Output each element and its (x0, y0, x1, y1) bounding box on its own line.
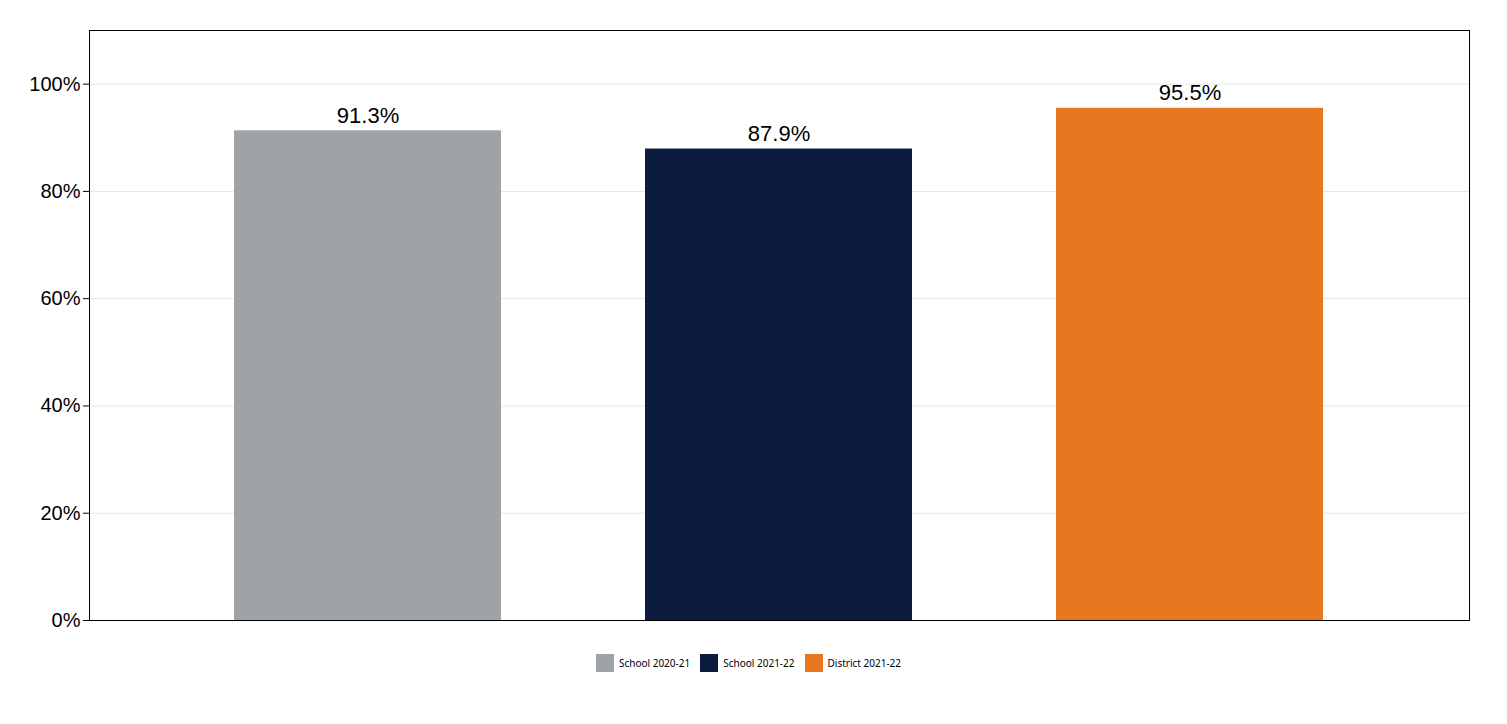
html-text:School 2021-22: School 2021-22 (723, 655, 795, 670)
html-text:School 2020-21: School 2020-21 (618, 655, 691, 670)
svg-text:20%: 20% (40, 502, 80, 524)
svg-text:60%: 60% (40, 287, 80, 309)
svg-text:91.3%: 91.3% (336, 103, 398, 128)
svg-text:80%: 80% (40, 180, 80, 202)
svg-text:87.9%: 87.9% (747, 121, 809, 146)
svg-text:0%: 0% (51, 609, 80, 631)
svg-text:40%: 40% (40, 394, 80, 416)
svg-text:100%: 100% (29, 73, 80, 95)
html-text:District 2021-22: District 2021-22 (827, 655, 902, 670)
svg-text:95.5%: 95.5% (1158, 80, 1220, 105)
